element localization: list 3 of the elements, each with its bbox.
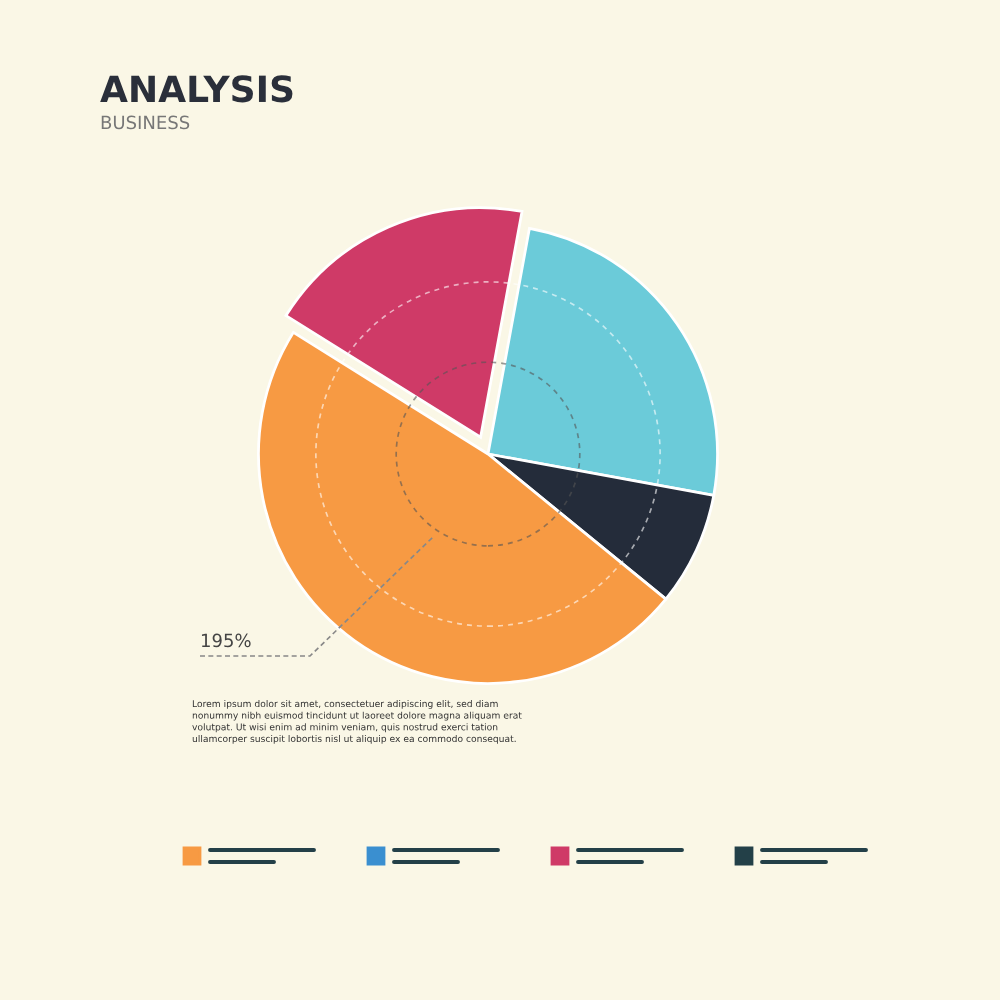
chart-subtitle: BUSINESS — [101, 115, 190, 130]
text: 195% — [201, 633, 251, 648]
chart-title: ANALYSIS — [100, 75, 293, 103]
